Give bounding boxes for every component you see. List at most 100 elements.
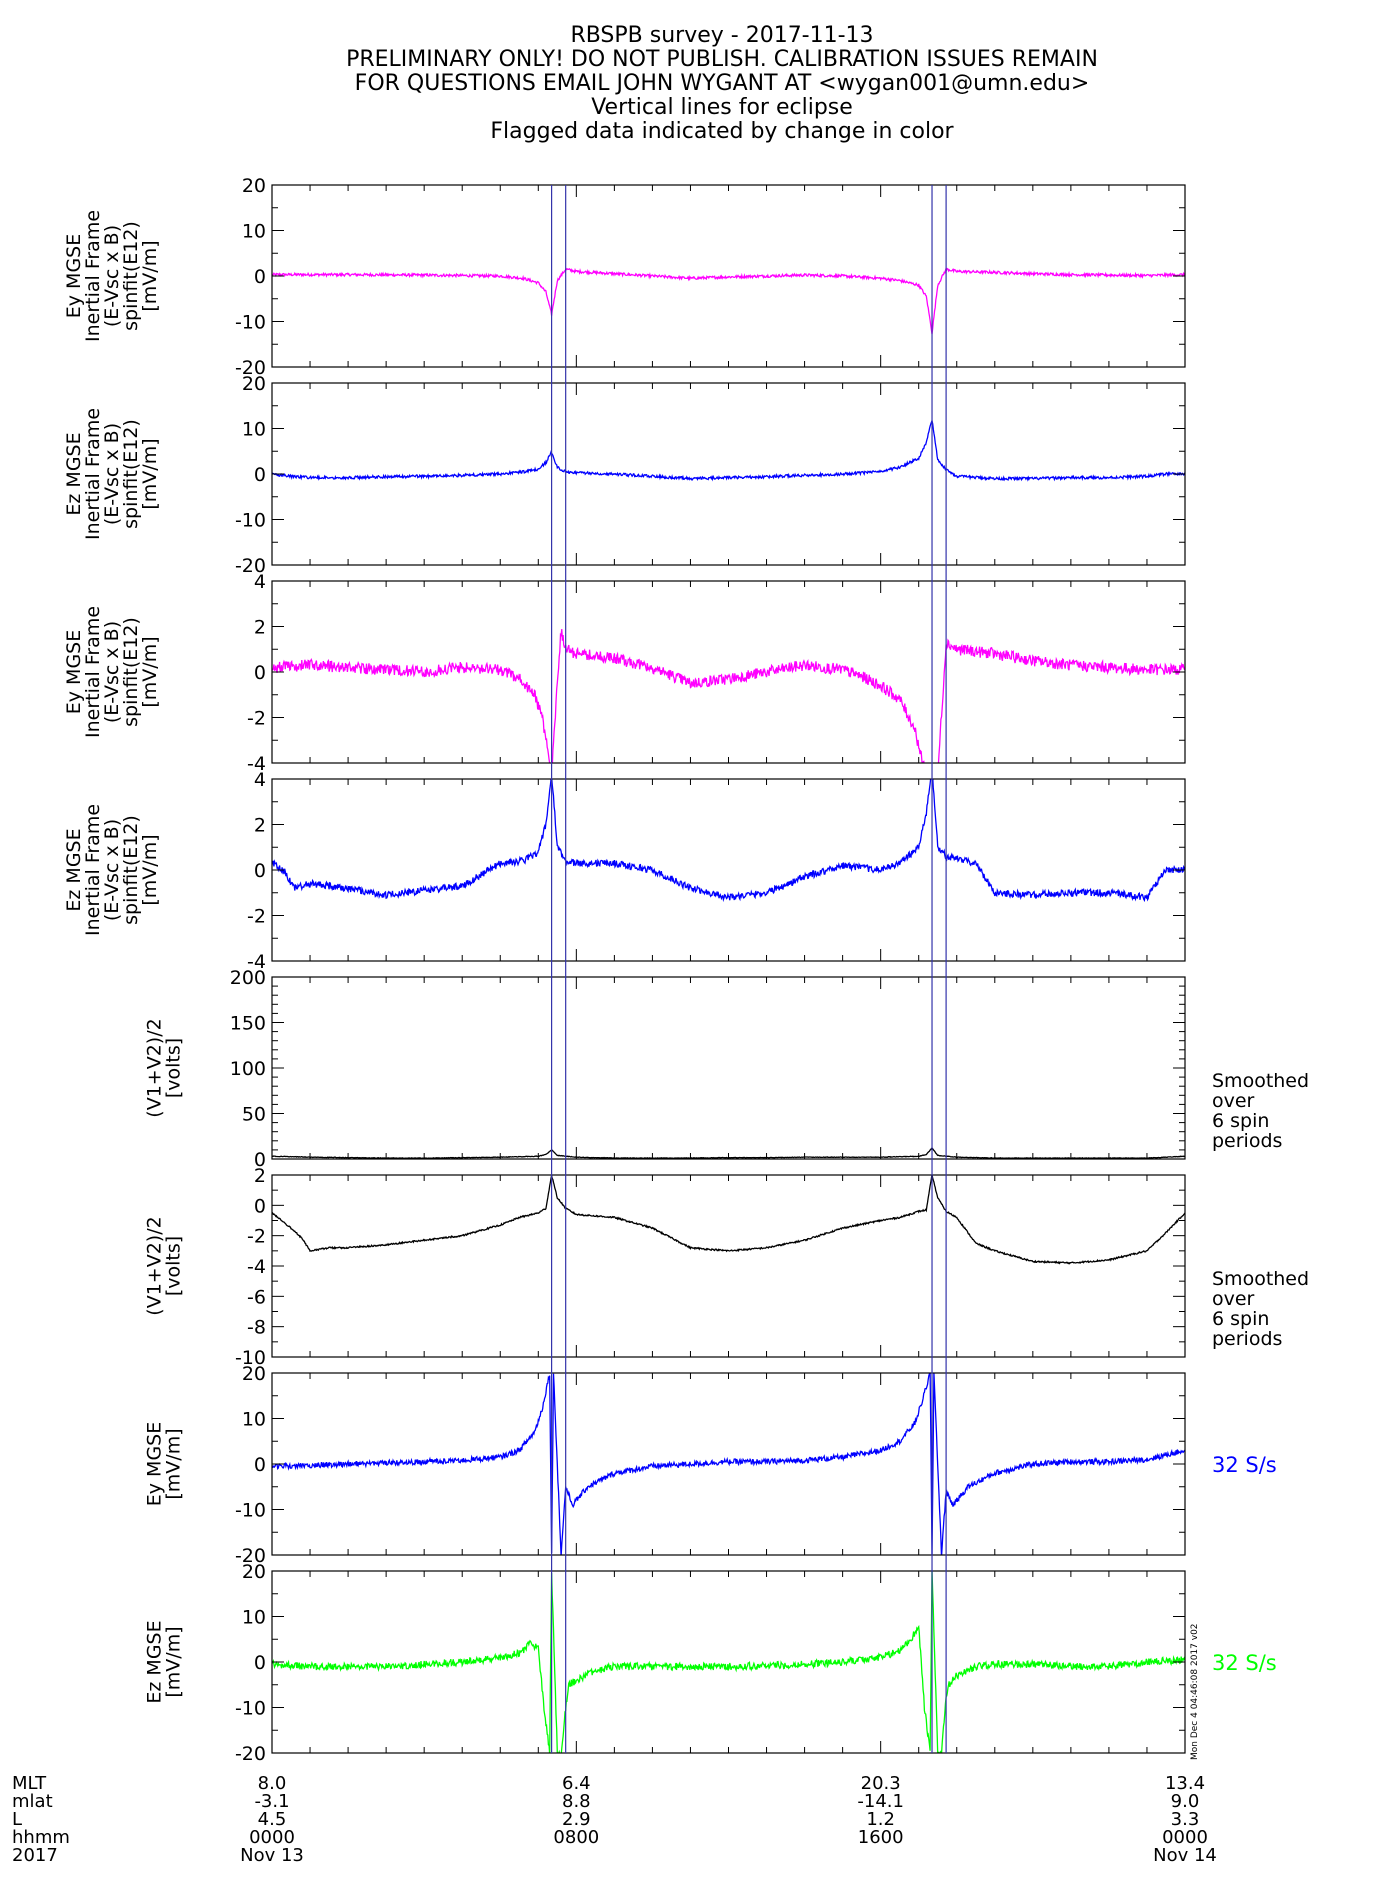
y-tick-label: -4 bbox=[247, 951, 266, 973]
footer-value: 1.2 bbox=[866, 1809, 895, 1830]
y-tick-label: -20 bbox=[235, 1545, 266, 1567]
potential-panel: 0 50 100 150 200 (V1+V2)/2[volts] Smoothedover… bbox=[144, 967, 1310, 1171]
y-axis-label-line: Ez MGSE bbox=[144, 1620, 166, 1703]
y-axis-label-line: [mV/m] bbox=[139, 636, 161, 707]
header: RBSPB survey - 2017-11-13 PRELIMINARY ON… bbox=[346, 23, 1098, 144]
footer-value: 8.8 bbox=[562, 1791, 591, 1812]
y-tick-label: -20 bbox=[235, 1743, 266, 1765]
eclipse-note: Vertical lines for eclipse bbox=[591, 95, 853, 120]
data-series-line bbox=[272, 1571, 1185, 1753]
y-tick-label: 20 bbox=[242, 1561, 266, 1583]
y-axis-label-line: spinfit(E12) bbox=[120, 419, 142, 529]
y-tick-label: -2 bbox=[247, 1226, 266, 1248]
footer-value: 4.5 bbox=[258, 1809, 287, 1830]
panel-frame bbox=[271, 1174, 1186, 1358]
y-tick-label: 0 bbox=[254, 662, 266, 684]
footer-row-label: MLT bbox=[12, 1773, 47, 1794]
data-series-line bbox=[272, 1175, 1185, 1265]
y-axis-label-line: [volts] bbox=[163, 1236, 185, 1296]
y-tick-label: 100 bbox=[230, 1058, 266, 1080]
y-axis-label-line: Ey MGSE bbox=[63, 234, 85, 318]
eclipse-lines bbox=[551, 185, 947, 1753]
y-tick-label: 0 bbox=[254, 1149, 266, 1171]
footer-row-label: mlat bbox=[12, 1791, 53, 1812]
footer-value: -14.1 bbox=[857, 1791, 904, 1812]
y-tick-label: -10 bbox=[235, 312, 266, 334]
smoothing-note: Smoothed bbox=[1212, 1070, 1309, 1092]
y-tick-label: -10 bbox=[235, 510, 266, 532]
y-axis-label-line: [mV/m] bbox=[139, 240, 161, 311]
y-tick-label: 0 bbox=[254, 1195, 266, 1217]
y-axis-label-line: Inertial Frame bbox=[82, 804, 104, 936]
panel-frame bbox=[271, 382, 1186, 566]
footer-row-label: 2017 bbox=[12, 1845, 58, 1866]
y-axis-label-line: [volts] bbox=[163, 1038, 185, 1098]
footer-value: 3.3 bbox=[1171, 1809, 1200, 1830]
footer-value: 1600 bbox=[858, 1827, 904, 1848]
y-tick-label: 10 bbox=[242, 221, 266, 243]
smoothing-note: over bbox=[1212, 1288, 1255, 1310]
panel-frame bbox=[271, 778, 1186, 962]
y-axis-label-line: (E-Vsc x B) bbox=[101, 423, 123, 525]
y-axis-label-line: [mV/m] bbox=[163, 1428, 185, 1499]
y-tick-label: -2 bbox=[247, 906, 266, 928]
timestamp-note: Mon Dec 4 04:46:08 2017 v02 bbox=[1190, 1623, 1200, 1760]
y-axis-label-line: (E-Vsc x B) bbox=[101, 225, 123, 327]
panel-frame bbox=[271, 1570, 1186, 1754]
y-tick-label: 0 bbox=[254, 860, 266, 882]
y-axis-label: Ey MGSE[mV/m] bbox=[144, 1422, 185, 1506]
y-tick-label: 0 bbox=[254, 464, 266, 486]
footer-value: 20.3 bbox=[861, 1773, 901, 1794]
smoothing-note: over bbox=[1212, 1090, 1255, 1112]
y-axis-label-line: spinfit(E12) bbox=[120, 617, 142, 727]
footer-row-label: L bbox=[12, 1809, 22, 1830]
y-axis-label-line: Ey MGSE bbox=[144, 1422, 166, 1506]
plot-title: RBSPB survey - 2017-11-13 bbox=[570, 23, 873, 48]
footer-value: 0000 bbox=[1162, 1827, 1208, 1848]
y-tick-label: 150 bbox=[230, 1013, 266, 1035]
y-tick-label: 20 bbox=[242, 1363, 266, 1385]
footer-value: 9.0 bbox=[1171, 1791, 1200, 1812]
data-series-line bbox=[272, 266, 1185, 335]
ey-32sps-panel: -20 -10 0 10 20 Ey MGSE[mV/m] 32 S/s bbox=[144, 1363, 1277, 1567]
footer-row-label: hhmm bbox=[12, 1827, 70, 1848]
y-axis-label-line: Inertial Frame bbox=[82, 606, 104, 738]
data-series-line bbox=[272, 1373, 1185, 1555]
footer-value: 6.4 bbox=[562, 1773, 591, 1794]
y-tick-label: -2 bbox=[247, 708, 266, 730]
y-axis-label-line: spinfit(E12) bbox=[120, 815, 142, 925]
y-tick-label: 0 bbox=[254, 1652, 266, 1674]
y-tick-label: -20 bbox=[235, 555, 266, 577]
y-axis-label-line: (V1+V2)/2 bbox=[144, 1018, 166, 1117]
panel-frame bbox=[271, 976, 1186, 1160]
y-tick-label: 10 bbox=[242, 1409, 266, 1431]
y-tick-label: 10 bbox=[242, 1607, 266, 1629]
y-axis-label-line: (E-Vsc x B) bbox=[101, 819, 123, 921]
ez-32sps-panel: -20 -10 0 10 20 Ez MGSE[mV/m] 32 S/s bbox=[144, 1561, 1277, 1765]
y-tick-label: -4 bbox=[247, 753, 266, 775]
data-series-line bbox=[272, 629, 1185, 763]
footer-value: 13.4 bbox=[1165, 1773, 1205, 1794]
smoothing-note: Smoothed bbox=[1212, 1268, 1309, 1290]
y-tick-label: 10 bbox=[242, 419, 266, 441]
y-tick-label: 2 bbox=[254, 1165, 266, 1187]
smoothing-note: 6 spin bbox=[1212, 1308, 1269, 1330]
footer-value: -3.1 bbox=[254, 1791, 289, 1812]
y-tick-label: -8 bbox=[247, 1317, 266, 1339]
y-axis-label: (V1+V2)/2[volts] bbox=[144, 1216, 185, 1315]
data-series-line bbox=[272, 779, 1185, 903]
smoothing-note: periods bbox=[1212, 1130, 1282, 1152]
warning-line-2: FOR QUESTIONS EMAIL JOHN WYGANT AT <wyga… bbox=[355, 71, 1090, 96]
y-tick-label: -10 bbox=[235, 1500, 266, 1522]
y-axis-label-line: [mV/m] bbox=[139, 834, 161, 905]
y-tick-label: -10 bbox=[235, 1698, 266, 1720]
y-tick-label: -20 bbox=[235, 357, 266, 379]
y-axis-label-line: Ez MGSE bbox=[63, 828, 85, 911]
